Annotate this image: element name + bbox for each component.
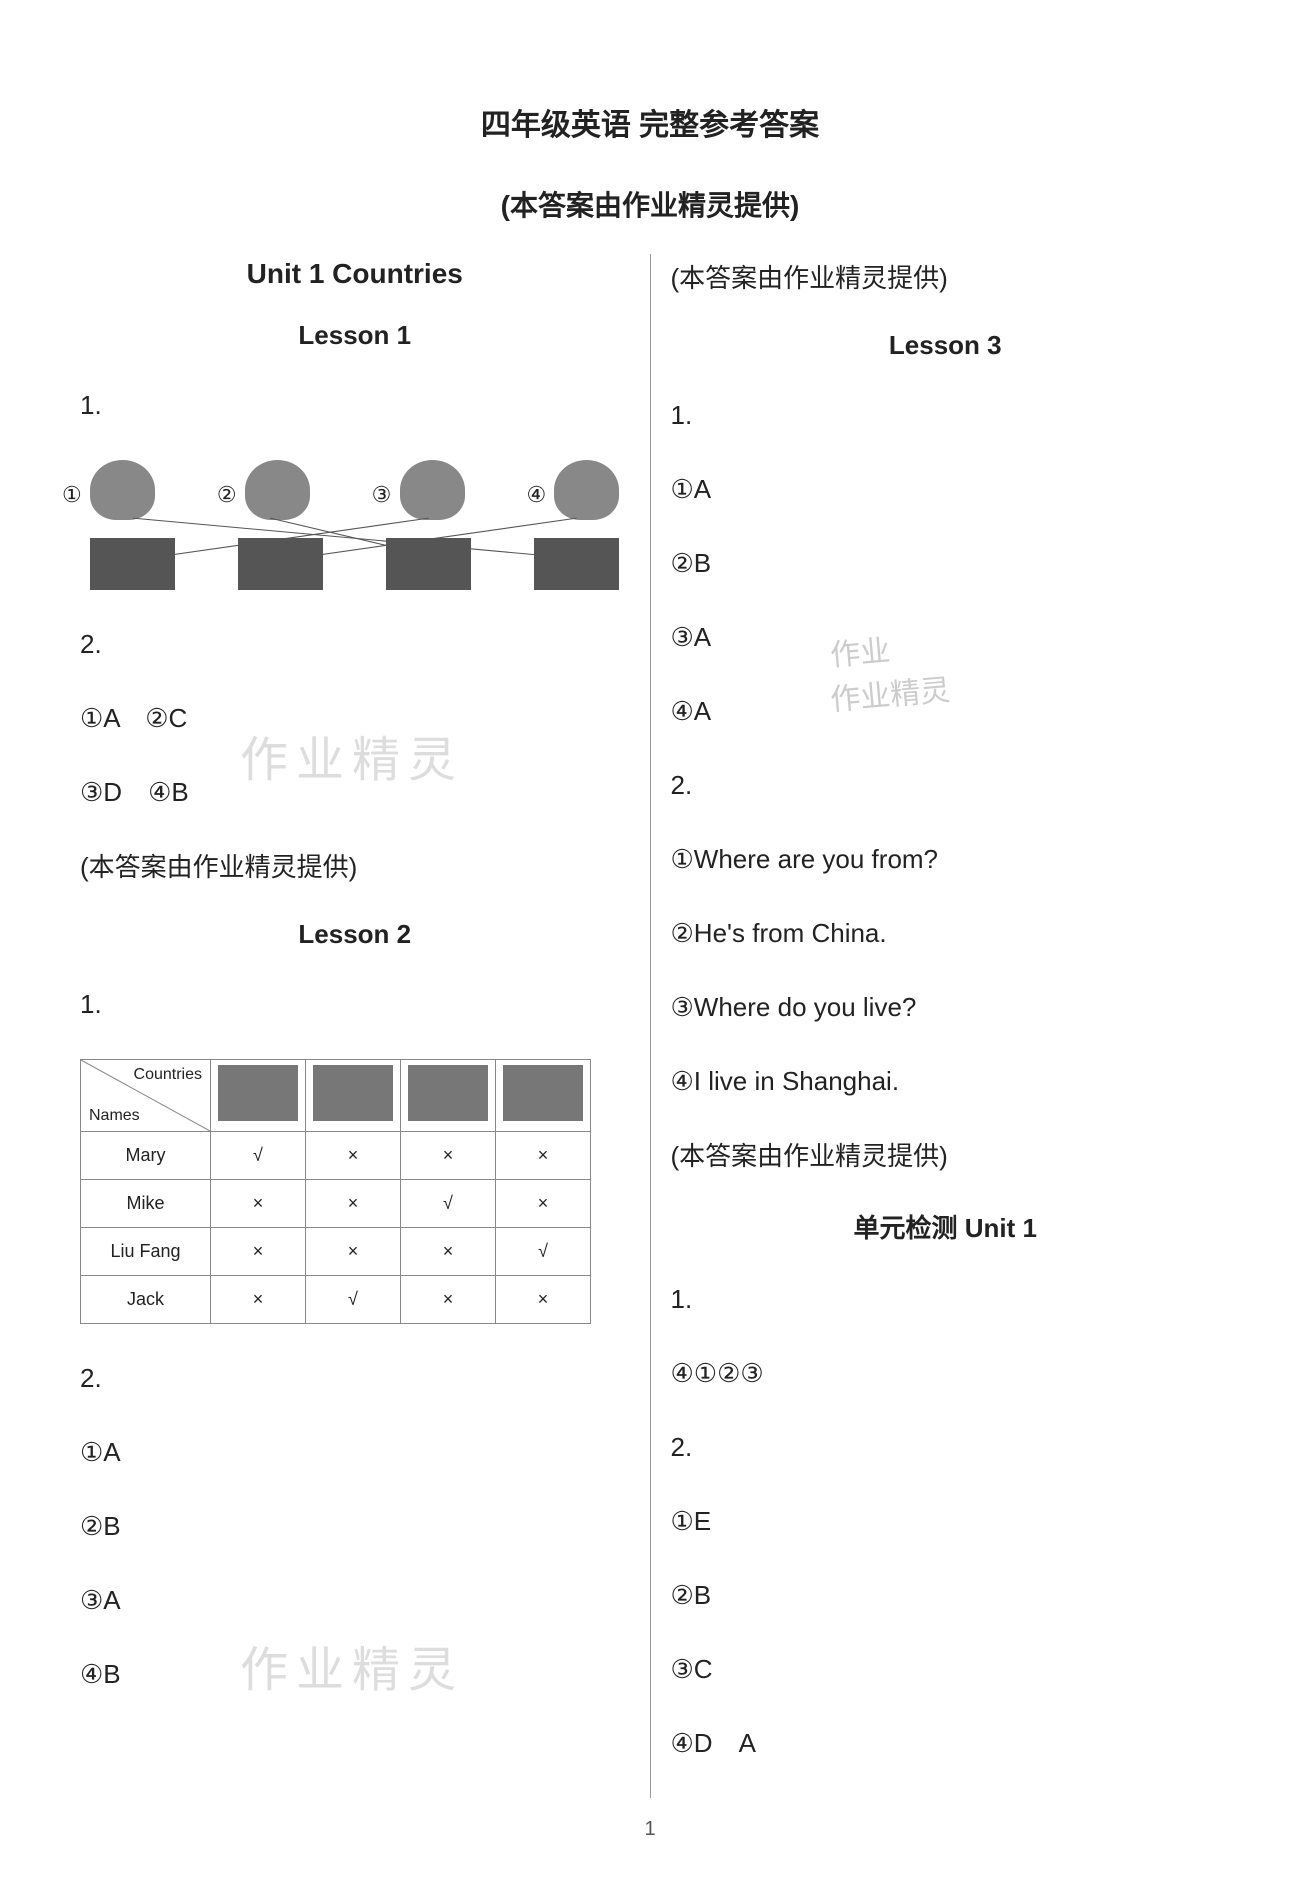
table-cell: × [401,1228,496,1276]
answer-line: ③A [671,618,1221,657]
table-name-cell: Mary [81,1132,211,1180]
question-number: 2. [80,1359,630,1398]
diag-bot-label: Names [89,1107,140,1125]
flag-icon [386,538,471,590]
answer-line: ④①②③ [671,1354,1221,1393]
answer-line: ④D A [671,1724,1221,1763]
table-cell: × [401,1132,496,1180]
table-name-cell: Mike [81,1180,211,1228]
face-label: ② [217,482,237,508]
face-icon: ① [90,460,155,520]
answer-line: ①A [80,1433,630,1472]
answer-line: ④I live in Shanghai. [671,1062,1221,1101]
table-header-img [496,1060,591,1132]
table-header-img [306,1060,401,1132]
sub-title: (本答案由作业精灵提供) [60,184,1240,224]
table-cell: × [401,1276,496,1324]
table-header-row: Countries Names [81,1060,591,1132]
answer-line: ④A [671,692,1221,731]
question-number: 1. [671,1280,1221,1319]
table-cell: × [496,1180,591,1228]
table-cell: × [496,1276,591,1324]
question-number: 2. [671,1428,1221,1467]
answer-line: ①A ②C [80,699,630,738]
table-row: Jack × √ × × [81,1276,591,1324]
table-cell: × [211,1228,306,1276]
unit-title: Unit 1 Countries [80,258,630,290]
table-row: Mary √ × × × [81,1132,591,1180]
table-row: Liu Fang × × × √ [81,1228,591,1276]
table-cell: × [306,1180,401,1228]
answer-line: ③A [80,1581,630,1620]
face-label: ④ [526,482,546,508]
question-number: 1. [80,985,630,1024]
table-row: Mike × × √ × [81,1180,591,1228]
table-header-img [211,1060,306,1132]
face-label: ③ [372,482,392,508]
diagonal-header-cell: Countries Names [81,1060,211,1132]
answer-line: ①Where are you from? [671,840,1221,879]
question-number: 1. [80,386,630,425]
table-name-cell: Jack [81,1276,211,1324]
flag-icon [534,538,619,590]
face-icon: ② [245,460,310,520]
answer-line: ②B [80,1507,630,1546]
table-cell: √ [211,1132,306,1180]
question-number: 2. [80,625,630,664]
answer-line: ①A [671,470,1221,509]
answer-line: ②He's from China. [671,914,1221,953]
main-title: 四年级英语 完整参考答案 [60,100,1240,144]
table-name-cell: Liu Fang [81,1228,211,1276]
right-column: (本答案由作业精灵提供) Lesson 3 1. ①A ②B ③A ④A 2. … [651,254,1241,1798]
answer-line: ②B [671,544,1221,583]
provider-note: (本答案由作业精灵提供) [671,258,1221,295]
unit-test-title: 单元检测 Unit 1 [671,1208,1221,1245]
provider-note: (本答案由作业精灵提供) [80,847,630,884]
answer-line: ③D ④B [80,773,630,812]
lesson2-title: Lesson 2 [80,919,630,950]
matching-figure: ① ② ③ ④ [80,460,630,590]
left-column: Unit 1 Countries Lesson 1 1. ① ② ③ ④ [60,254,651,1798]
flag-icon [238,538,323,590]
diag-top-label: Countries [134,1066,202,1084]
answer-line: ③Where do you live? [671,988,1221,1027]
table-cell: × [211,1276,306,1324]
face-icon: ④ [554,460,619,520]
face-icon: ③ [400,460,465,520]
table-cell: × [306,1228,401,1276]
table-cell: √ [306,1276,401,1324]
question-number: 2. [671,766,1221,805]
table-cell: × [306,1132,401,1180]
answer-line: ④B [80,1655,630,1694]
answer-line: ①E [671,1502,1221,1541]
question-number: 1. [671,396,1221,435]
table-cell: × [496,1132,591,1180]
table-cell: √ [401,1180,496,1228]
flag-icon [90,538,175,590]
answer-line: ③C [671,1650,1221,1689]
answer-line: ②B [671,1576,1221,1615]
face-label: ① [62,482,82,508]
table-header-img [401,1060,496,1132]
lesson1-title: Lesson 1 [80,320,630,351]
lesson3-title: Lesson 3 [671,330,1221,361]
table-cell: × [211,1180,306,1228]
lesson2-table: Countries Names Mary √ × × × Mike [80,1059,591,1324]
provider-note: (本答案由作业精灵提供) [671,1136,1221,1173]
table-cell: √ [496,1228,591,1276]
